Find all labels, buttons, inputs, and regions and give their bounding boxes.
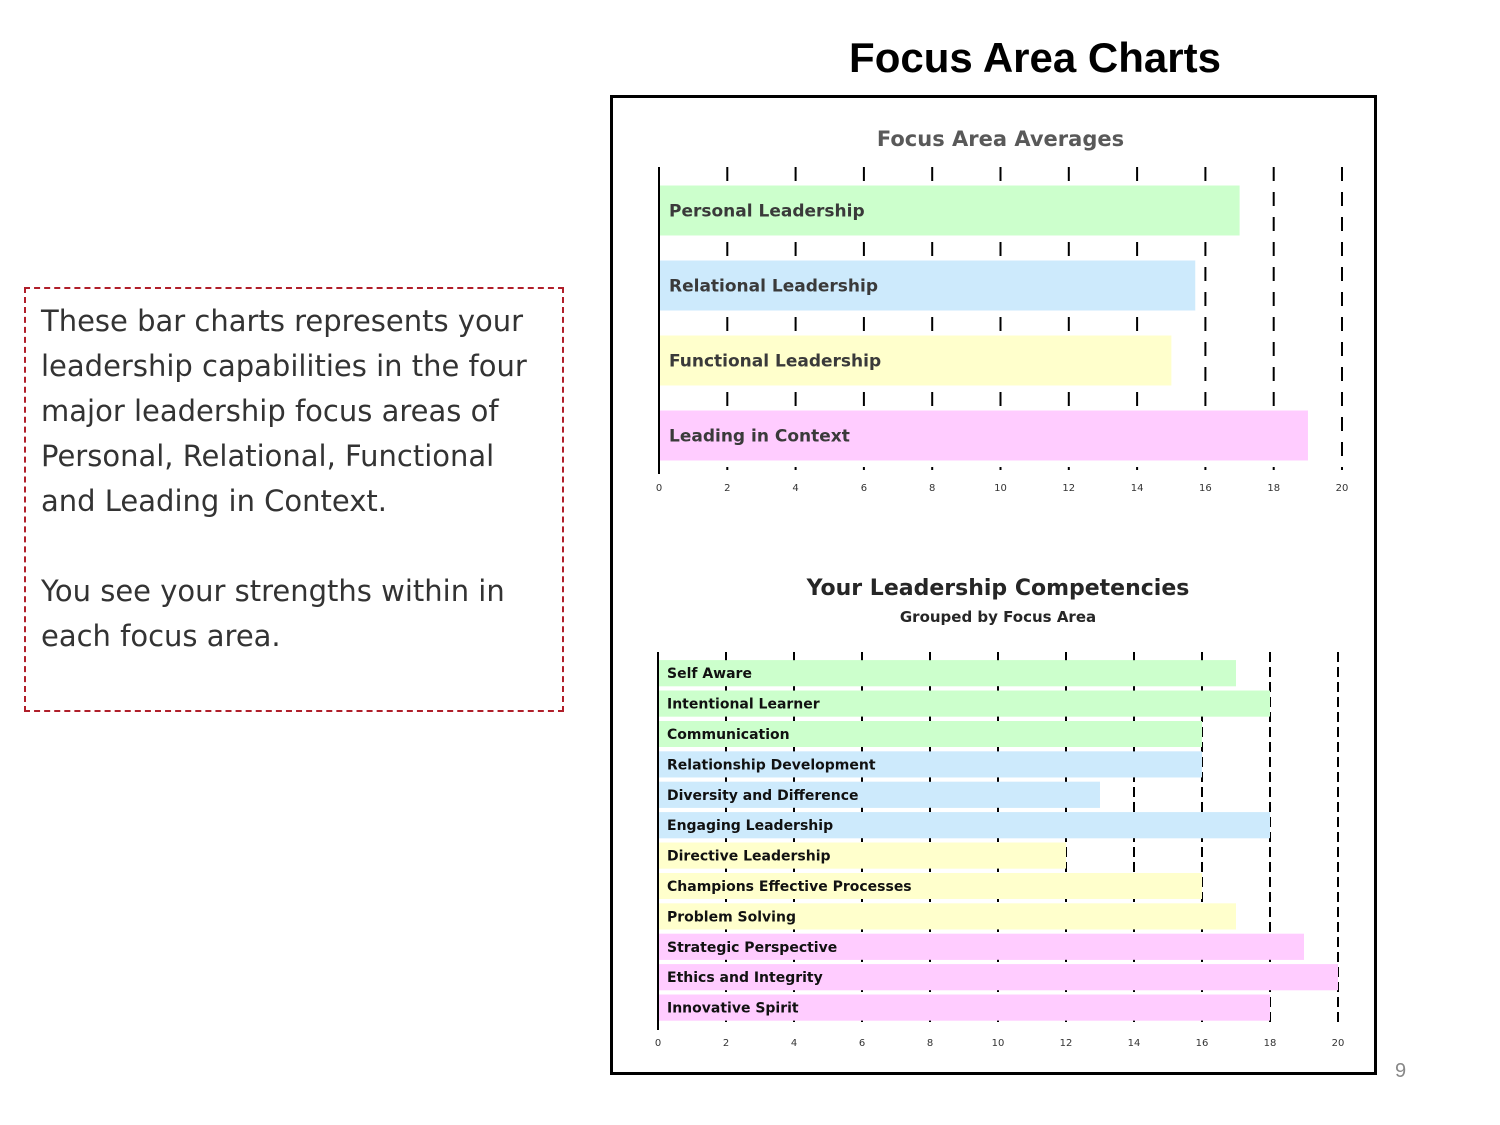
bar-fill — [658, 964, 1338, 991]
description-paragraph: These bar charts represents your leaders… — [41, 304, 527, 518]
x-tick-label: 2 — [724, 483, 730, 494]
page-number: 9 — [1395, 1060, 1407, 1082]
x-tick-label: 18 — [1267, 483, 1280, 494]
bar-fill — [658, 660, 1236, 687]
x-tick-label: 12 — [1060, 1038, 1073, 1049]
x-tick-label: 2 — [723, 1038, 729, 1049]
x-tick-label: 14 — [1131, 483, 1144, 494]
bar-label: Engaging Leadership — [667, 818, 833, 834]
x-tick-label: 0 — [656, 483, 662, 494]
description-textbox: These bar charts represents your leaders… — [24, 287, 564, 712]
bar-fill — [658, 721, 1202, 747]
x-tick-label: 16 — [1199, 483, 1212, 494]
x-tick-label: 8 — [929, 483, 935, 494]
bar-label: Directive Leadership — [667, 849, 831, 865]
bar-label: Intentional Learner — [667, 697, 820, 713]
bar-fill — [658, 690, 1270, 717]
x-tick-label: 20 — [1332, 1038, 1345, 1049]
x-tick-label: 6 — [859, 1038, 865, 1049]
bar-fill — [658, 751, 1202, 778]
bar-fill — [658, 873, 1202, 899]
x-tick-label: 6 — [861, 483, 867, 494]
x-tick-label: 20 — [1336, 483, 1349, 494]
chart-title: Your Leadership Competencies — [806, 576, 1190, 601]
x-tick-label: 0 — [655, 1038, 661, 1049]
bar-label: Champions Effective Processes — [667, 879, 912, 895]
x-tick-label: 14 — [1128, 1038, 1141, 1049]
x-tick-label: 18 — [1264, 1038, 1277, 1049]
x-tick-label: 16 — [1196, 1038, 1209, 1049]
chart-title: Focus Area Averages — [877, 127, 1124, 151]
bar-fill — [659, 410, 1308, 461]
bar-fill — [658, 812, 1270, 839]
slide-title: Focus Area Charts — [849, 34, 1221, 81]
x-tick-label: 10 — [994, 483, 1007, 494]
bar-fill — [658, 994, 1270, 1021]
bar-fill — [658, 933, 1304, 960]
bar-label: Problem Solving — [667, 909, 796, 925]
bar-fill — [659, 185, 1240, 236]
bar-fill — [659, 260, 1196, 311]
bar-label: Relational Leadership — [669, 277, 878, 297]
bar-label: Diversity and Difference — [667, 788, 859, 804]
x-tick-label: 12 — [1062, 483, 1075, 494]
x-tick-label: 8 — [927, 1038, 933, 1049]
bar-label: Personal Leadership — [669, 202, 865, 222]
bar-fill — [658, 842, 1066, 869]
chart-frame: Focus Area Averages 0 2 4 6 8 10 12 14 16 18 20 Pers… — [610, 95, 1377, 1075]
paragraph-spacer — [41, 524, 548, 569]
bar-fill — [659, 335, 1172, 386]
bar-label: Self Aware — [667, 666, 752, 682]
x-tick-label: 4 — [791, 1038, 797, 1049]
x-tick-label: 10 — [992, 1038, 1005, 1049]
bar-label: Relationship Development — [667, 757, 876, 773]
bar-label: Innovative Spirit — [667, 1001, 799, 1017]
bar-label: Functional Leadership — [669, 352, 881, 372]
bar-label: Communication — [667, 727, 790, 743]
bar-fill — [658, 903, 1236, 930]
bar-fill — [658, 781, 1100, 808]
bar-label: Strategic Perspective — [667, 940, 837, 956]
chart-subtitle: Grouped by Focus Area — [900, 608, 1096, 626]
bar-label: Leading in Context — [669, 427, 850, 447]
x-tick-label: 4 — [792, 483, 798, 494]
description-paragraph: You see your strengths within in each fo… — [41, 574, 505, 653]
bar-label: Ethics and Integrity — [667, 970, 823, 986]
